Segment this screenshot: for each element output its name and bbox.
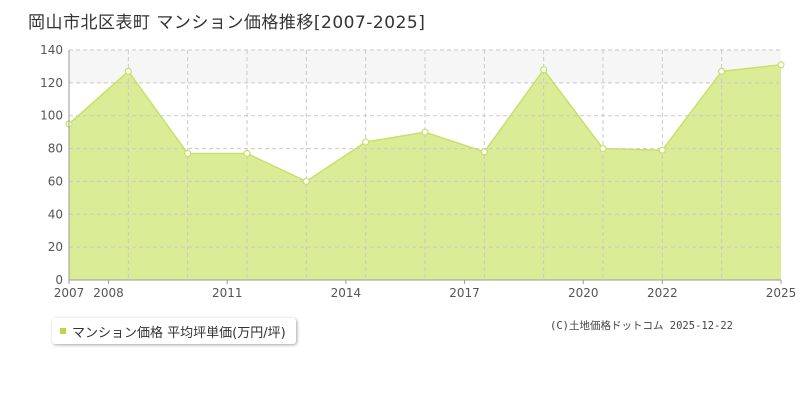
data-point: [540, 66, 548, 74]
data-point: [421, 128, 429, 136]
data-point: [718, 67, 726, 75]
data-point: [302, 177, 310, 186]
x-tick-label: 2014: [331, 286, 362, 300]
data-point: [599, 144, 607, 153]
chart-title: 岡山市北区表町 マンション価格推移[2007-2025]: [28, 13, 426, 33]
y-tick-label: 80: [48, 142, 63, 156]
x-tick-label: 2020: [568, 286, 599, 300]
series-line: [69, 64, 781, 183]
y-tick-label: 100: [40, 109, 63, 123]
y-tick-label: 40: [48, 207, 63, 221]
y-tick-label: 20: [48, 240, 63, 254]
y-tick-label: 0: [55, 273, 63, 287]
data-point: [184, 149, 192, 158]
data-point: [658, 146, 666, 154]
x-tick-label: 2022: [647, 286, 678, 300]
data-point: [124, 67, 132, 75]
x-tick-label: 2025: [766, 286, 797, 300]
legend: マンション価格 平均坪単価(万円/坪): [52, 318, 296, 344]
legend-label: マンション価格 平均坪単価(万円/坪): [72, 325, 286, 341]
legend-marker: [60, 328, 66, 334]
y-tick-label: 140: [40, 43, 63, 57]
data-point: [480, 148, 488, 156]
x-tick-label: 2017: [449, 286, 480, 300]
y-tick-label: 60: [48, 174, 63, 188]
x-tick-label: 2008: [93, 286, 124, 300]
data-point: [362, 138, 370, 146]
y-tick-label: 120: [40, 76, 63, 90]
data-point: [777, 61, 785, 69]
x-tick-label: 2007: [54, 286, 85, 300]
x-tick-label: 2011: [212, 286, 243, 300]
data-point: [243, 149, 251, 158]
copyright-text: (C)土地価格ドットコム 2025-12-22: [550, 320, 734, 332]
